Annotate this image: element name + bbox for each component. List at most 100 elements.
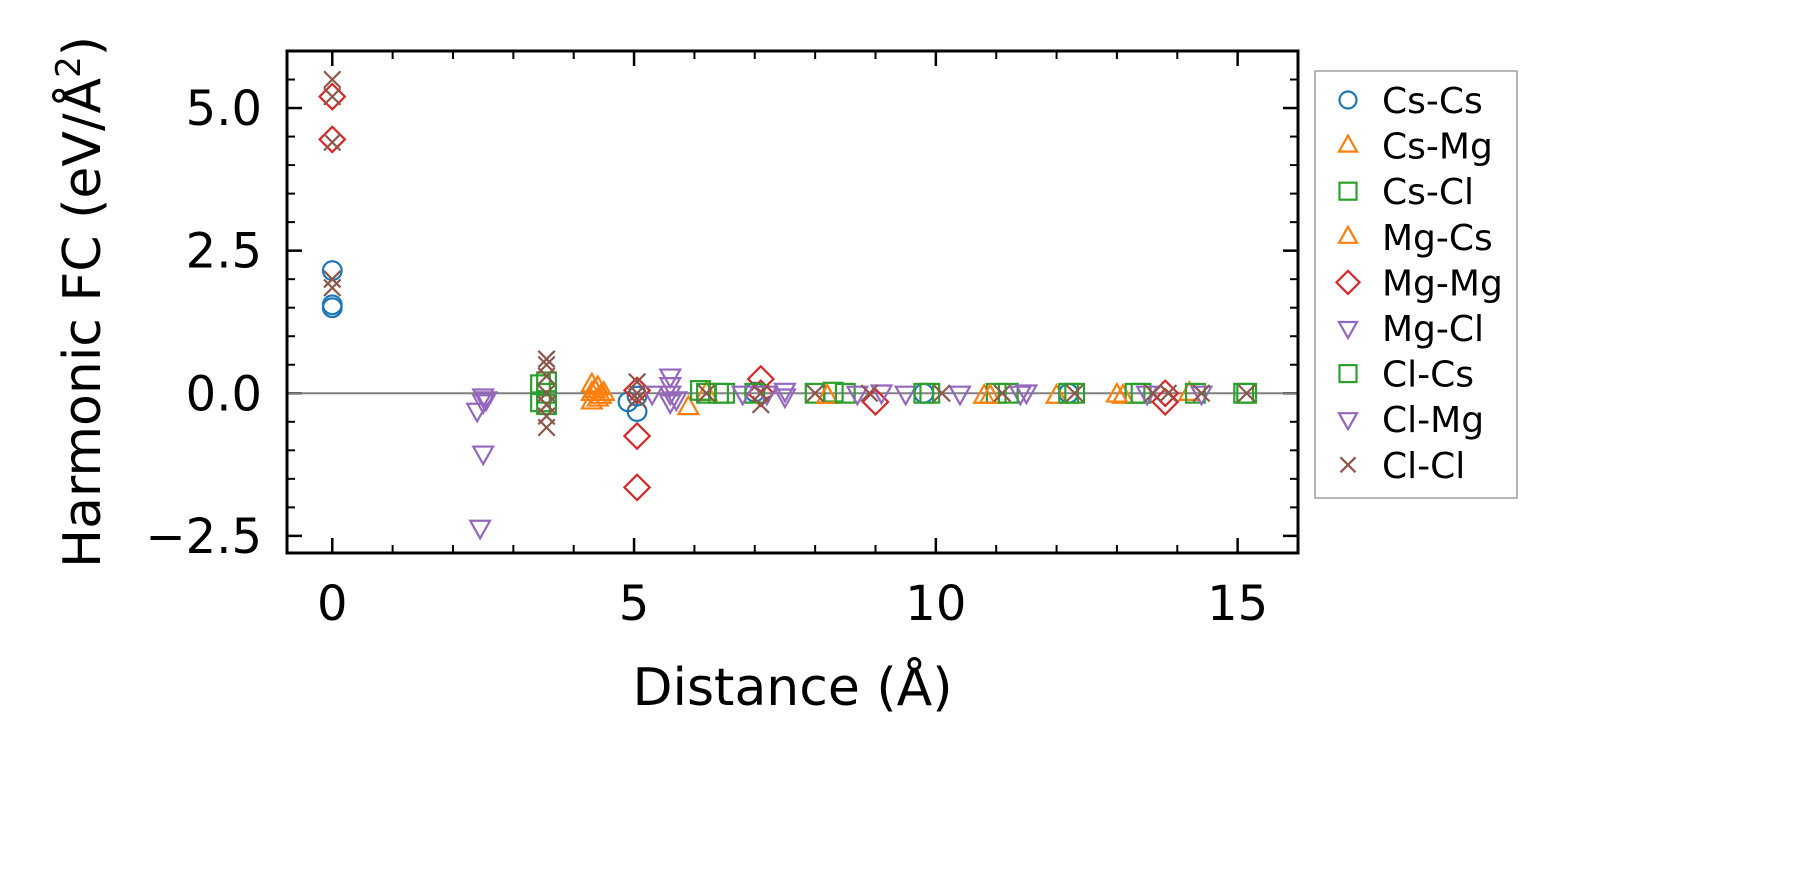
legend-marker [1338, 90, 1358, 110]
data-point [1065, 384, 1084, 403]
legend-marker [1337, 224, 1359, 244]
x-axis-label: Distance (Å) [632, 656, 952, 718]
legend-marker [1337, 412, 1359, 432]
legend-label: Mg-Mg [1382, 263, 1503, 304]
data-point [465, 402, 489, 424]
y-axis-label-main: Harmonic FC (eV/Å [51, 77, 113, 568]
legend-label: Mg-Cl [1382, 309, 1484, 350]
data-point [708, 382, 730, 404]
data-point [1044, 382, 1069, 404]
data-point [932, 384, 951, 403]
data-point [321, 297, 343, 319]
data-point [730, 385, 755, 407]
data-point [1144, 384, 1163, 403]
data-point [318, 125, 347, 154]
data-point [664, 391, 689, 413]
data-point [474, 391, 498, 413]
data-point [1189, 385, 1214, 407]
legend-marker [1337, 320, 1359, 341]
data-points [318, 70, 1258, 541]
data-point [744, 382, 766, 404]
data-point [845, 385, 870, 407]
data-point [589, 382, 613, 404]
data-point [323, 278, 342, 297]
data-point [1105, 381, 1129, 403]
data-point [676, 394, 701, 416]
data-point [1014, 384, 1039, 406]
data-point [628, 389, 647, 409]
data-point [628, 384, 647, 403]
y-tick-label: 2.5 [186, 224, 262, 280]
data-point [323, 133, 342, 152]
y-axis-label-close: ) [53, 36, 113, 56]
data-point [948, 385, 972, 407]
data-point [537, 418, 556, 437]
legend-marker [1337, 133, 1359, 153]
data-point [1237, 384, 1256, 403]
data-point [869, 384, 894, 406]
data-point [471, 445, 495, 467]
data-point [913, 382, 935, 404]
data-point [323, 270, 342, 289]
data-point [537, 367, 556, 386]
tick-labels: 0 5 10 15 −2.5 0.0 2.5 5.0 [145, 81, 1268, 632]
data-point [471, 388, 495, 410]
data-point [658, 394, 683, 416]
data-point [978, 382, 1002, 404]
data-point [1192, 384, 1211, 403]
series-mg-cl [468, 368, 1033, 541]
data-point [893, 385, 918, 407]
data-point [860, 384, 879, 403]
x-tick-label: 10 [905, 576, 966, 632]
data-point [773, 382, 797, 404]
data-point [537, 350, 556, 369]
series-mg-mg [318, 82, 1180, 502]
data-point [773, 388, 797, 410]
data-point [993, 384, 1012, 403]
data-point [323, 70, 342, 89]
legend-label: Mg-Cs [1382, 218, 1493, 259]
legend-label: Cs-Cl [1382, 172, 1474, 213]
data-point [640, 385, 664, 407]
x-tick-label: 5 [619, 576, 650, 632]
series-cl-cl [323, 70, 1256, 437]
data-point [834, 382, 856, 404]
data-point [815, 382, 839, 404]
data-point [1233, 382, 1255, 404]
data-point [622, 421, 652, 451]
legend-label: Cl-Mg [1382, 400, 1484, 441]
legend-label: Cs-Mg [1382, 127, 1493, 168]
legend-marker [1338, 364, 1358, 384]
y-axis-label: Harmonic FC (eV/Å2) [49, 36, 113, 568]
x-tick-label: 0 [317, 576, 348, 632]
y-tick-label: −2.5 [145, 509, 262, 565]
data-point [751, 395, 770, 414]
data-point [1111, 382, 1135, 404]
data-point [1159, 384, 1178, 403]
legend-marker [1338, 181, 1358, 201]
y-axis-label-superscript: 2 [49, 56, 89, 78]
data-point [622, 473, 652, 502]
data-point [1008, 385, 1033, 407]
data-point [806, 384, 825, 403]
legend-label: Cl-Cs [1382, 355, 1474, 396]
y-tick-label: 5.0 [186, 81, 262, 137]
data-point [536, 394, 557, 416]
plot-frame [285, 49, 1300, 555]
y-tick-label: 0.0 [186, 366, 262, 422]
x-tick-label: 15 [1207, 576, 1268, 632]
data-point [318, 82, 347, 111]
data-point [592, 380, 616, 401]
legend-marker [1339, 456, 1357, 474]
minor-ticks [287, 50, 1299, 553]
data-point [468, 519, 492, 541]
series-mg-cs [583, 377, 1129, 404]
major-ticks [287, 51, 1298, 553]
legend-marker [1334, 269, 1362, 296]
data-point [997, 382, 1019, 404]
data-point [1058, 382, 1080, 404]
legend-label: Cs-Cs [1382, 81, 1483, 122]
series-cl-mg [465, 384, 1214, 424]
